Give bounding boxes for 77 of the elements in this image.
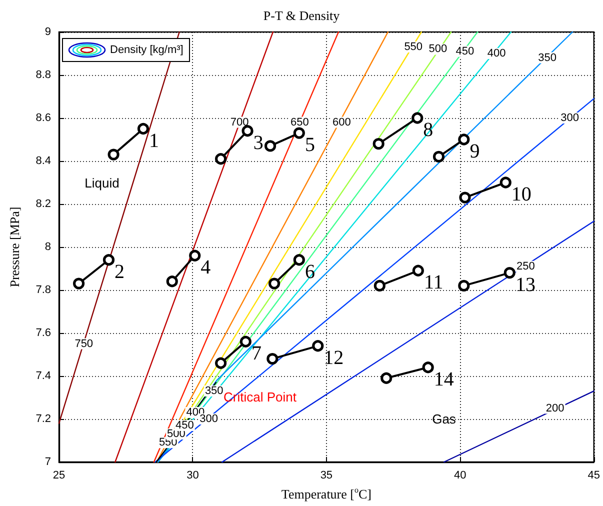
- point: [374, 280, 386, 292]
- annotation: 300: [200, 413, 218, 425]
- point: [500, 176, 512, 188]
- point: [422, 362, 434, 374]
- point: [372, 138, 384, 150]
- point: [504, 267, 516, 279]
- point: [432, 150, 445, 162]
- series-label: 10: [511, 184, 532, 206]
- point: [102, 254, 115, 266]
- series-label: 11: [424, 272, 444, 294]
- x-tick-label: 30: [186, 470, 199, 482]
- annotation: 250: [516, 260, 535, 272]
- annotation: 400: [487, 48, 506, 60]
- point: [458, 134, 470, 146]
- x-tick-label: 25: [52, 470, 66, 482]
- point: [215, 357, 227, 369]
- series-label: 9: [470, 140, 480, 162]
- point: [412, 112, 424, 124]
- point: [412, 264, 424, 276]
- y-tick-label: 7.2: [36, 413, 51, 425]
- point: [266, 353, 278, 365]
- series-label: 2: [114, 260, 125, 283]
- annotation: 600: [332, 116, 351, 128]
- legend-box: Density [kg/m³]: [62, 38, 190, 62]
- series-label: 3: [253, 132, 264, 154]
- x-tick-label: 40: [454, 470, 466, 482]
- annotation: 350: [538, 52, 557, 64]
- point: [240, 336, 252, 348]
- y-tick-label: 7.6: [36, 327, 51, 339]
- series-label: 14: [434, 368, 454, 390]
- series-label: 1: [149, 130, 160, 152]
- series-label: 5: [304, 134, 315, 156]
- point: [189, 250, 201, 262]
- chart-title: P-T & Density: [263, 8, 340, 23]
- annotation: 650: [290, 116, 309, 128]
- annotation: 350: [204, 385, 224, 398]
- y-tick-label: 8: [44, 241, 51, 253]
- x-tick-label: 45: [588, 470, 600, 482]
- y-tick-label: 8.8: [36, 69, 51, 81]
- point: [137, 122, 150, 135]
- series-label: 12: [324, 346, 344, 369]
- series-label: 13: [515, 274, 536, 296]
- x-tick-label: 35: [320, 470, 333, 482]
- point: [459, 192, 471, 204]
- point: [264, 140, 276, 152]
- annotation: 750: [74, 338, 94, 350]
- annotation: 550: [404, 41, 423, 54]
- point: [312, 340, 324, 352]
- y-tick-label: 8.2: [36, 198, 51, 210]
- point: [458, 280, 470, 292]
- point: [293, 254, 305, 266]
- y-tick-label: 9: [44, 26, 51, 38]
- series-label: 7: [251, 342, 262, 365]
- point: [242, 125, 254, 137]
- annotation: Liquid: [84, 176, 120, 190]
- y-tick-label: 7.8: [36, 284, 51, 296]
- point: [380, 372, 392, 384]
- annotation: 300: [560, 112, 579, 124]
- point: [73, 278, 85, 290]
- annotation: 500: [428, 43, 448, 56]
- point: [108, 148, 120, 160]
- annotation: 200: [546, 402, 564, 414]
- point: [166, 276, 178, 288]
- y-tick-label: 8.6: [36, 112, 51, 124]
- y-tick-label: 7.4: [36, 370, 51, 382]
- point: [215, 153, 227, 165]
- annotation: 450: [456, 45, 474, 58]
- legend-title: Density [kg/m³]: [110, 44, 184, 56]
- annotation: 450: [176, 419, 194, 432]
- y-axis-title: Pressure [MPa]: [7, 206, 22, 288]
- annotation: 700: [230, 116, 249, 128]
- y-tick-label: 7: [44, 456, 51, 468]
- y-tick-label: 8.4: [36, 155, 51, 167]
- point: [268, 278, 280, 290]
- point: [293, 127, 305, 139]
- series-label: 4: [200, 256, 211, 279]
- annotation: Gas: [432, 412, 456, 426]
